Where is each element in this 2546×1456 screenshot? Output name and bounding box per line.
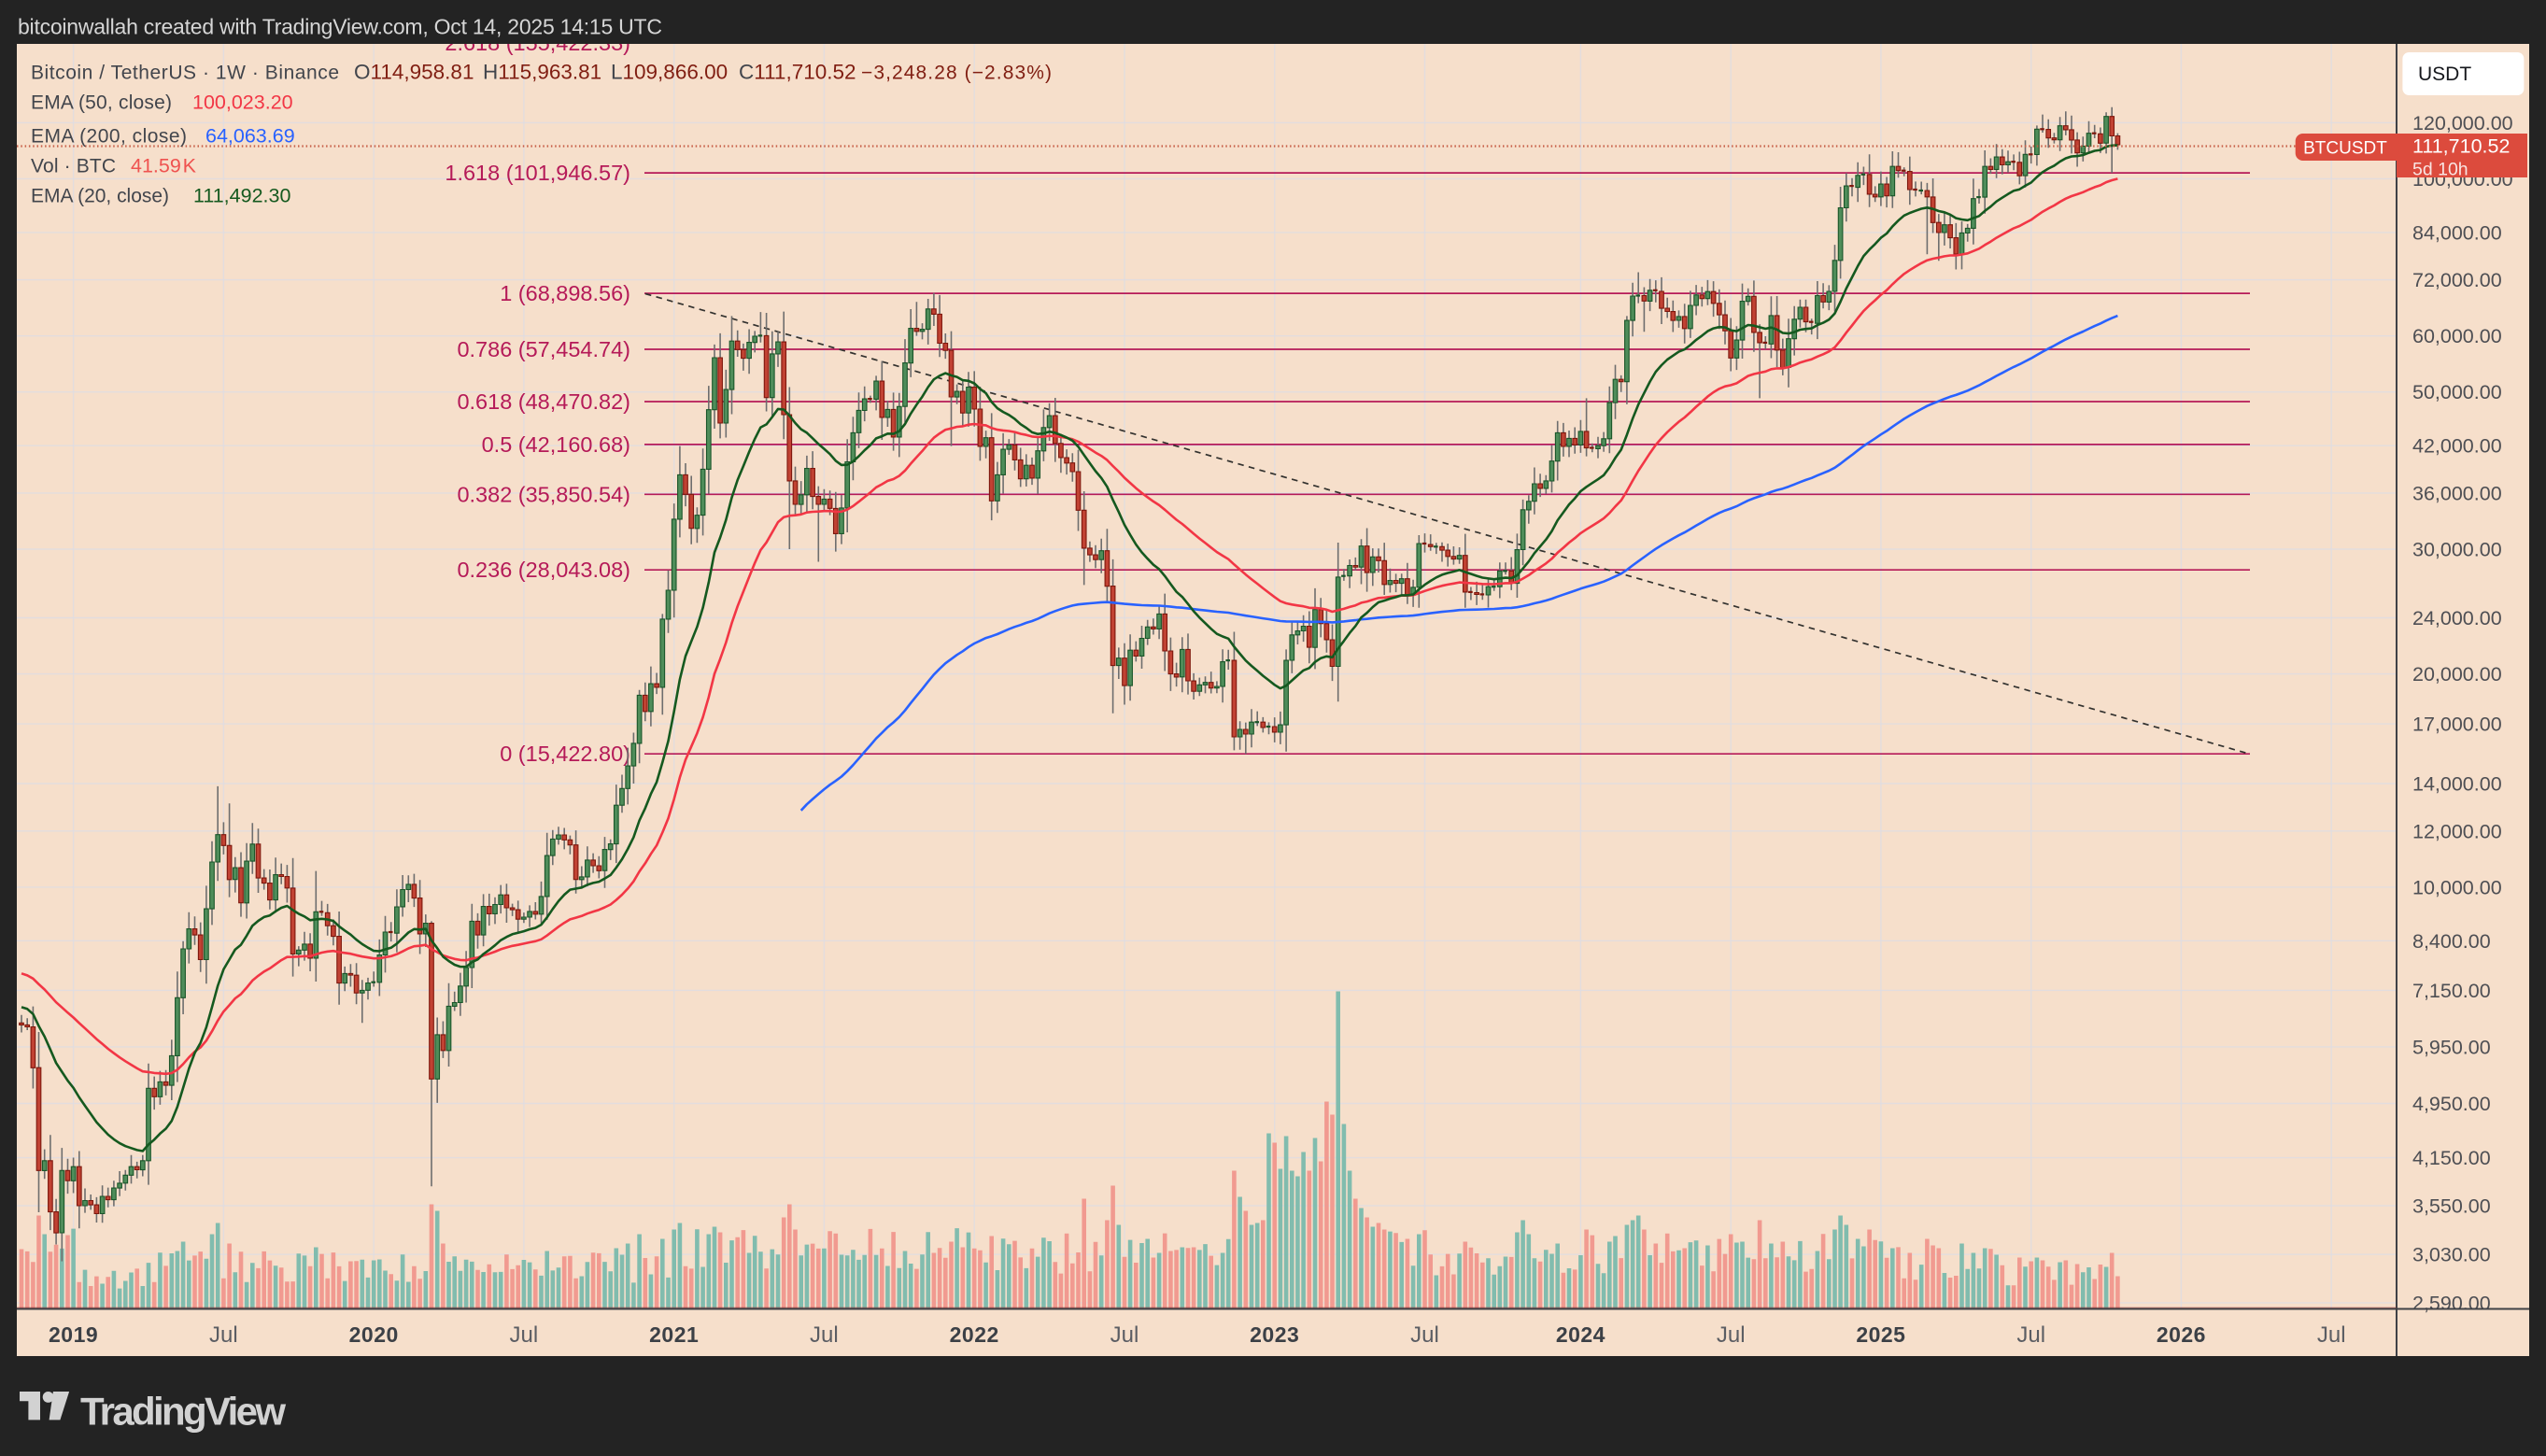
- svg-text:0.382 (35,850.54): 0.382 (35,850.54): [457, 482, 630, 506]
- svg-text:2019: 2019: [49, 1322, 98, 1347]
- svg-text:Jul: Jul: [810, 1322, 839, 1348]
- svg-text:0 (15,422.80): 0 (15,422.80): [500, 742, 630, 766]
- svg-text:Jul: Jul: [2317, 1322, 2346, 1348]
- svg-text:64,063.69: 64,063.69: [205, 125, 295, 148]
- svg-text:0.786 (57,454.74): 0.786 (57,454.74): [457, 337, 630, 361]
- svg-text:5d 10h: 5d 10h: [2412, 160, 2468, 180]
- svg-text:42,000.00: 42,000.00: [2412, 435, 2502, 458]
- svg-text:50,000.00: 50,000.00: [2412, 381, 2502, 403]
- svg-text:30,000.00: 30,000.00: [2412, 539, 2502, 561]
- svg-text:36,000.00: 36,000.00: [2412, 482, 2502, 504]
- svg-text:Vol · BTC: Vol · BTC: [31, 156, 116, 177]
- svg-text:1 (68,898.56): 1 (68,898.56): [500, 281, 630, 305]
- svg-text:2.618 (155,422.33): 2.618 (155,422.33): [445, 31, 630, 55]
- svg-text:0.5 (42,160.68): 0.5 (42,160.68): [482, 432, 630, 457]
- svg-text:72,000.00: 72,000.00: [2412, 269, 2502, 291]
- svg-text:L109,866.00: L109,866.00: [611, 61, 728, 84]
- svg-text:84,000.00: 84,000.00: [2412, 221, 2502, 244]
- svg-text:2026: 2026: [2157, 1322, 2206, 1347]
- svg-text:2021: 2021: [649, 1322, 699, 1347]
- svg-text:Jul: Jul: [1717, 1322, 1746, 1348]
- svg-text:2024: 2024: [1556, 1322, 1605, 1347]
- svg-text:Bitcoin / TetherUS · 1W · Bina: Bitcoin / TetherUS · 1W · Binance: [31, 63, 339, 84]
- svg-text:2022: 2022: [950, 1322, 999, 1347]
- svg-text:Jul: Jul: [1410, 1322, 1439, 1348]
- svg-text:TradingView: TradingView: [80, 1390, 286, 1434]
- svg-text:3,550.00: 3,550.00: [2412, 1195, 2491, 1218]
- svg-text:7,150.00: 7,150.00: [2412, 980, 2491, 1002]
- svg-text:5,950.00: 5,950.00: [2412, 1036, 2491, 1058]
- svg-text:4,950.00: 4,950.00: [2412, 1093, 2491, 1115]
- svg-text:111,492.30: 111,492.30: [193, 185, 290, 207]
- svg-text:17,000.00: 17,000.00: [2412, 714, 2502, 736]
- svg-text:O114,958.81: O114,958.81: [354, 61, 474, 84]
- svg-text:3,030.00: 3,030.00: [2412, 1244, 2491, 1266]
- svg-text:Jul: Jul: [209, 1322, 238, 1348]
- svg-text:14,000.00: 14,000.00: [2412, 773, 2502, 796]
- svg-text:BTCUSDT: BTCUSDT: [2303, 139, 2387, 159]
- svg-text:0.618 (48,470.82): 0.618 (48,470.82): [457, 389, 630, 414]
- svg-text:1.618 (101,946.57): 1.618 (101,946.57): [445, 161, 630, 185]
- svg-text:2020: 2020: [349, 1322, 399, 1347]
- svg-text:0.236 (28,043.08): 0.236 (28,043.08): [457, 558, 630, 582]
- svg-text:EMA (50, close): EMA (50, close): [31, 92, 172, 114]
- svg-text:60,000.00: 60,000.00: [2412, 325, 2502, 347]
- svg-text:Jul: Jul: [2016, 1322, 2045, 1348]
- svg-text:Jul: Jul: [510, 1322, 539, 1348]
- svg-text:−3,248.28 (−2.83%): −3,248.28 (−2.83%): [861, 63, 1052, 84]
- svg-text:2,590.00: 2,590.00: [2412, 1292, 2491, 1314]
- svg-text:10,000.00: 10,000.00: [2412, 876, 2502, 898]
- svg-text:bitcoinwallah created with Tra: bitcoinwallah created with TradingView.c…: [18, 15, 662, 39]
- svg-text:EMA (200, close): EMA (200, close): [31, 126, 187, 148]
- svg-text:24,000.00: 24,000.00: [2412, 607, 2502, 629]
- svg-text:4,150.00: 4,150.00: [2412, 1147, 2491, 1169]
- svg-text:C111,710.52: C111,710.52: [739, 61, 856, 84]
- svg-text:120,000.00: 120,000.00: [2412, 112, 2513, 134]
- svg-text:111,710.52: 111,710.52: [2412, 135, 2510, 158]
- svg-text:2025: 2025: [1856, 1322, 1905, 1347]
- svg-text:H115,963.81: H115,963.81: [483, 61, 601, 84]
- svg-text:8,400.00: 8,400.00: [2412, 930, 2491, 953]
- svg-text:41.59 K: 41.59 K: [131, 155, 197, 177]
- svg-text:USDT: USDT: [2418, 64, 2471, 85]
- svg-text:100,023.20: 100,023.20: [192, 92, 293, 114]
- svg-text:20,000.00: 20,000.00: [2412, 663, 2502, 686]
- svg-text:2023: 2023: [1250, 1322, 1299, 1347]
- svg-text:Jul: Jul: [1110, 1322, 1139, 1348]
- svg-text:EMA (20, close): EMA (20, close): [31, 186, 169, 207]
- svg-text:12,000.00: 12,000.00: [2412, 820, 2502, 842]
